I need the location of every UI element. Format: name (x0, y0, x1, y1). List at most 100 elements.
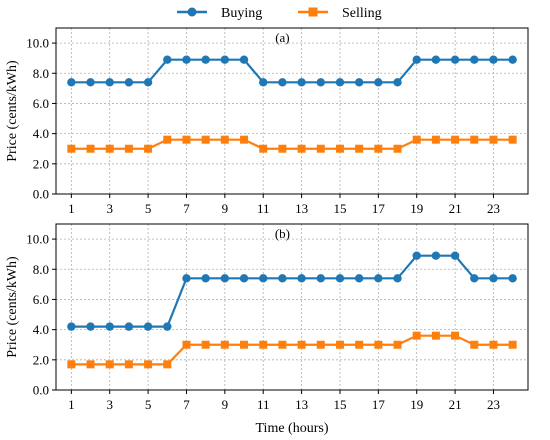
x-tick-label: 19 (410, 201, 423, 216)
x-tick-label: 11 (257, 201, 270, 216)
chart-panel-a: 0.02.04.06.08.010.01 3 5 7 9 11 13 15 17 19 21 23Pr… (5, 27, 529, 216)
data-point (489, 340, 498, 349)
data-point (239, 274, 249, 283)
data-point (470, 55, 479, 64)
data-point (374, 274, 383, 283)
legend-item-buying: Buying (177, 6, 262, 21)
data-point (220, 135, 229, 144)
data-point (220, 55, 230, 64)
data-point (335, 144, 344, 153)
data-point (393, 144, 402, 153)
data-point (182, 135, 191, 144)
x-tick-label: 13 (295, 397, 308, 412)
data-point (431, 331, 440, 340)
data-point (451, 331, 460, 340)
data-point (105, 144, 114, 153)
data-point (240, 135, 249, 144)
y-tick-label: 2.0 (33, 156, 49, 171)
data-point (316, 144, 325, 153)
x-tick-label: 1 (68, 201, 75, 216)
data-point (470, 340, 479, 349)
y-tick-label: 6.0 (33, 292, 49, 307)
x-tick-label: 11 (257, 397, 270, 412)
data-point (124, 78, 134, 87)
series-selling (67, 135, 517, 153)
data-point (259, 144, 268, 153)
series-buying (67, 55, 517, 87)
y-tick-label: 6.0 (33, 96, 49, 111)
data-point (297, 340, 306, 349)
x-tick-label: 1 (68, 397, 75, 412)
chart-panel-b: 0.02.04.06.08.010.01 3 5 7 9 11 13 15 17 19 21 23Pr… (5, 223, 529, 436)
data-point (431, 55, 441, 64)
legend-buying-marker (187, 7, 197, 17)
data-point (278, 78, 287, 87)
data-point (374, 340, 383, 349)
data-point (335, 340, 344, 349)
data-point (316, 340, 325, 349)
data-point (412, 135, 421, 144)
data-point (431, 251, 441, 260)
data-point (163, 55, 172, 64)
data-point (201, 55, 210, 64)
data-point (67, 360, 76, 369)
data-point (259, 78, 268, 87)
grid (56, 28, 528, 195)
data-point (489, 135, 498, 144)
y-tick-label: 4.0 (33, 322, 49, 337)
x-tick-label: 15 (333, 201, 346, 216)
legend-item-selling: Selling (298, 6, 382, 21)
x-axis-title: Time (hours) (256, 421, 329, 436)
data-point (124, 360, 133, 369)
data-point (105, 360, 114, 369)
data-point (220, 274, 230, 283)
y-tick-label: 0.0 (33, 187, 49, 202)
data-point (450, 55, 460, 64)
data-point (220, 340, 229, 349)
data-point (354, 78, 364, 87)
data-point (335, 274, 345, 283)
panel-label: (b) (275, 226, 290, 241)
x-tick-label: 9 (222, 201, 229, 216)
x-tick-label: 17 (372, 397, 386, 412)
data-point (508, 340, 517, 349)
x-tick-label: 5 (145, 397, 152, 412)
data-point (412, 251, 421, 260)
data-point (105, 78, 114, 87)
data-point (182, 340, 191, 349)
data-point (316, 274, 325, 283)
data-point (297, 144, 306, 153)
legend: Buying Selling (177, 6, 382, 21)
data-point (86, 144, 95, 153)
y-tick-label: 4.0 (33, 126, 49, 141)
x-tick-label: 21 (449, 397, 462, 412)
data-point (124, 144, 133, 153)
series-line (71, 58, 513, 84)
data-point (144, 144, 153, 153)
data-point (86, 322, 95, 331)
data-point (393, 78, 402, 87)
y-axis-title: Price (cents/kWh) (5, 60, 20, 162)
x-tick-label: 15 (333, 397, 346, 412)
y-tick-label: 0.0 (33, 383, 49, 398)
data-point (86, 78, 95, 87)
data-point (316, 78, 325, 87)
data-point (144, 360, 153, 369)
series-line (71, 254, 513, 328)
series-selling (67, 331, 517, 369)
legend-buying-label: Buying (221, 6, 262, 21)
y-tick-label: 2.0 (33, 352, 49, 367)
data-point (489, 274, 498, 283)
data-point (278, 274, 287, 283)
data-point (259, 274, 268, 283)
series-line (71, 138, 513, 150)
x-tick-label: 13 (295, 201, 308, 216)
data-point (374, 78, 383, 87)
data-point (355, 144, 364, 153)
legend-selling-marker (308, 7, 318, 17)
data-point (143, 322, 153, 331)
data-point (335, 78, 345, 87)
data-point (393, 340, 402, 349)
data-point (67, 322, 76, 331)
